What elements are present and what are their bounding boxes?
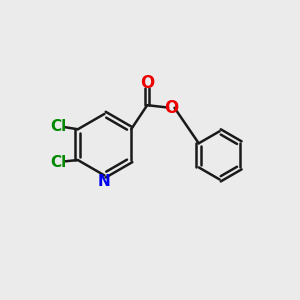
Text: O: O: [164, 99, 178, 117]
Text: Cl: Cl: [50, 155, 67, 170]
Text: Cl: Cl: [50, 118, 67, 134]
Text: O: O: [140, 74, 154, 92]
Text: N: N: [98, 174, 111, 189]
